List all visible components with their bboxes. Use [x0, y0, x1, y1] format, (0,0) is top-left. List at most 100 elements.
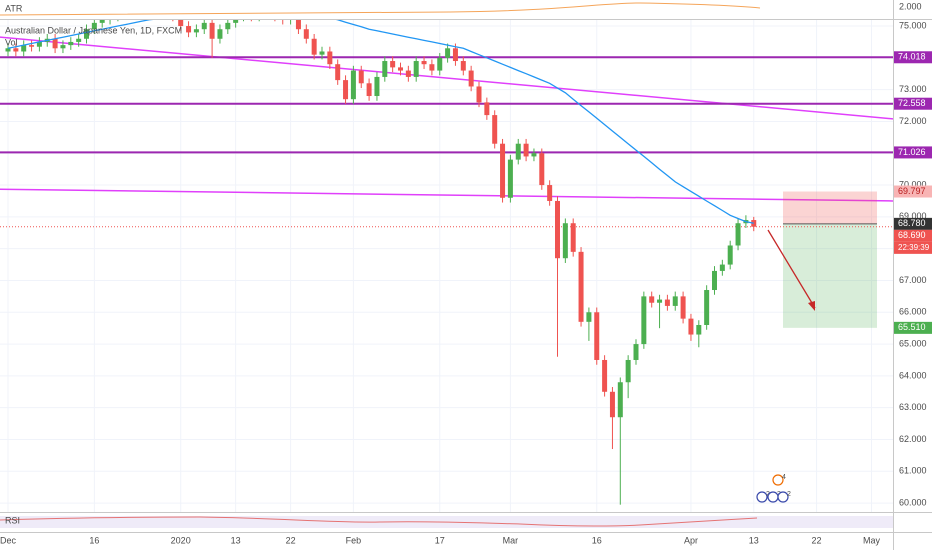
y-tick-label: 64.000: [899, 370, 927, 380]
candle-body: [484, 102, 490, 116]
candle-body: [680, 296, 686, 319]
candle-body: [539, 153, 545, 186]
event-label: 2: [787, 491, 791, 498]
candle-body: [225, 22, 231, 30]
y-tick-label: 75.000: [899, 20, 927, 30]
x-tick-label: 16: [592, 535, 602, 545]
x-tick-label: Mar: [503, 535, 519, 545]
target-zone: [783, 223, 877, 328]
candle-body: [5, 48, 11, 52]
candle-body: [327, 51, 333, 65]
chart-title: Australian Dollar / Japanese Yen, 1D, FX…: [5, 25, 182, 35]
event-icon: [772, 474, 784, 486]
candle-body: [664, 299, 670, 306]
x-tick-label: 22: [812, 535, 822, 545]
candle-body: [13, 48, 19, 52]
x-tick-label: 13: [231, 535, 241, 545]
price-tag: [894, 229, 932, 242]
candle-body: [617, 382, 623, 418]
candle-body: [555, 200, 560, 259]
rsi-line: [0, 516, 758, 527]
candle-body: [531, 153, 537, 157]
candle-body: [657, 299, 663, 303]
candle-body: [91, 22, 97, 30]
candle-body: [186, 26, 192, 33]
candle-body: [609, 391, 615, 418]
candle-body: [335, 64, 341, 81]
y-tick-label: 60.000: [899, 497, 927, 507]
candle-body: [712, 270, 717, 291]
y-tick-label: 72.000: [899, 116, 927, 126]
price-tag-label: 68.690: [898, 230, 926, 240]
event-icon: [777, 491, 789, 503]
candle-body: [319, 51, 325, 55]
candle-body: [52, 38, 58, 49]
candle-body: [492, 115, 498, 144]
candle-body: [602, 359, 608, 392]
candle-body: [445, 48, 451, 58]
y-tick-label: 66.000: [899, 307, 927, 317]
arrow-head: [808, 301, 815, 311]
candle-body: [429, 64, 435, 71]
candle-body: [452, 48, 458, 62]
x-tick-label: May: [863, 535, 881, 545]
candle-body: [704, 290, 710, 325]
y-tick-label: 70.000: [899, 179, 927, 189]
main-pane: [0, 20, 893, 505]
candle-body: [735, 223, 741, 246]
candle-body: [649, 296, 655, 303]
candle-body: [311, 38, 317, 55]
trend-line: [0, 36, 893, 120]
candle-body: [625, 359, 631, 383]
y-tick-label: 62.000: [899, 434, 927, 444]
candle-body: [21, 45, 27, 52]
candle-body: [193, 29, 199, 33]
y-tick-label: 63.000: [899, 402, 927, 412]
candle-body: [295, 20, 301, 30]
candle-body: [696, 324, 702, 335]
x-tick-label: Dec: [0, 535, 16, 545]
candle-body: [562, 223, 568, 259]
candle-body: [570, 223, 576, 252]
arrow: [767, 229, 816, 309]
price-tag: [894, 97, 932, 110]
candle-body: [515, 143, 521, 160]
candle-body: [36, 41, 42, 47]
price-tag-label: 74.018: [898, 52, 926, 62]
candle-body: [233, 20, 239, 23]
y-tick-label: 61.000: [899, 466, 927, 476]
price-tag: [894, 51, 932, 64]
trend-line: [0, 188, 893, 202]
candle-body: [460, 61, 466, 71]
candle-body: [578, 251, 584, 322]
candle-body: [303, 29, 309, 39]
atr-tag: 2.000: [899, 1, 922, 11]
y-tick-label: 67.000: [899, 275, 927, 285]
price-tag: [894, 146, 932, 159]
price-tag-label: 72.558: [898, 98, 926, 108]
atr-label: ATR: [5, 3, 23, 13]
candle-body: [547, 185, 553, 201]
candle-body: [84, 29, 89, 39]
candle-body: [350, 70, 356, 100]
price-tag: [894, 185, 932, 198]
countdown-tag: [894, 241, 932, 254]
candle-body: [209, 22, 215, 39]
candle-body: [523, 143, 529, 157]
candle-body: [500, 143, 506, 198]
candle-body: [437, 57, 443, 71]
candle-body: [688, 318, 694, 335]
y-tick-label: 69.000: [899, 211, 927, 221]
candle-body: [358, 70, 364, 84]
x-tick-label: 13: [749, 535, 759, 545]
candle-body: [633, 344, 639, 360]
candle-body: [382, 61, 388, 77]
x-tick-label: Apr: [684, 535, 698, 545]
candle-body: [99, 20, 105, 23]
price-tag-label: 71.026: [898, 147, 926, 157]
candle-body: [586, 312, 592, 322]
y-tick-label: 65.000: [899, 338, 927, 348]
stop-zone: [783, 191, 877, 224]
